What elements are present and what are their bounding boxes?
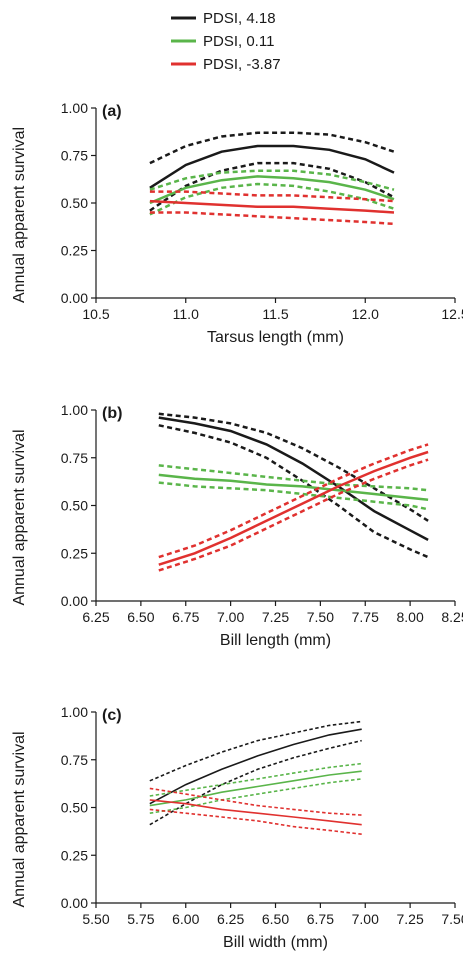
legend-label-0: PDSI, 4.18 (203, 10, 276, 27)
legend: PDSI, 4.18 PDSI, 0.11 PDSI, -3.87 (171, 10, 281, 73)
x-tick-label: 7.00 (217, 609, 244, 625)
series-1-lower-ci (149, 778, 362, 814)
x-tick-label: 7.25 (397, 911, 424, 927)
series-2-lower-ci (149, 211, 395, 226)
series-1-lower-ci (149, 182, 395, 216)
legend-label-2: PDSI, -3.87 (203, 56, 281, 73)
series-1-upper-ci (158, 464, 429, 492)
x-tick-label: 12.0 (352, 306, 379, 322)
x-tick-label: 7.00 (352, 911, 379, 927)
y-tick-label: 0.00 (61, 593, 88, 609)
series-2-upper-ci (158, 443, 429, 559)
x-tick-label: 12.5 (441, 306, 463, 322)
y-tick-label: 1.00 (61, 100, 88, 116)
legend-label-1: PDSI, 0.11 (203, 33, 274, 50)
series-1-upper-ci (149, 169, 395, 191)
series-2-lower-ci (158, 458, 429, 572)
series-2-mean-line (149, 199, 395, 214)
x-tick-label: 6.50 (127, 609, 154, 625)
y-tick-label: 0.50 (61, 195, 88, 211)
x-tick-label: 11.0 (173, 306, 199, 322)
y-tick-label: 0.25 (61, 847, 88, 863)
series-0-mean-line (149, 144, 395, 189)
panel-c: 0.00 0.25 0.50 0.75 1.00 5.50 5.75 6.00 6.25 6.50… (11, 704, 463, 951)
panel-label: (a) (102, 103, 122, 120)
x-tick-label: 5.50 (82, 911, 109, 927)
y-tick-label: 0.50 (61, 498, 88, 514)
series-0-lower-ci (149, 739, 362, 826)
series-1-mean-line (149, 770, 362, 807)
panel-b: 0.00 0.25 0.50 0.75 1.00 6.25 6.50 6.75 7.00 7.25… (11, 402, 463, 649)
panel-label: (b) (102, 405, 122, 422)
series-2-mean-line (149, 799, 362, 826)
x-tick-label: 6.50 (262, 911, 289, 927)
x-tick-label: 7.25 (262, 609, 289, 625)
series-2-mean-line (158, 450, 429, 566)
series-0-lower-ci (158, 424, 429, 559)
series-1-lower-ci (158, 481, 429, 511)
x-tick-label: 7.50 (441, 911, 463, 927)
x-axis-label: Bill width (mm) (223, 934, 328, 951)
y-tick-label: 0.25 (61, 545, 88, 561)
x-tick-label: 6.00 (172, 911, 199, 927)
series-0-upper-ci (149, 720, 362, 782)
y-axis-label: Annual apparent survival (11, 731, 28, 907)
series-2-lower-ci (149, 808, 362, 835)
series-0-mean-line (158, 416, 429, 542)
y-tick-label: 0.00 (61, 895, 88, 911)
x-tick-label: 10.5 (82, 306, 109, 322)
y-tick-label: 0.75 (61, 450, 88, 466)
series-1-upper-ci (149, 762, 362, 797)
y-tick-label: 0.75 (61, 752, 88, 768)
series-0-upper-ci (149, 131, 395, 165)
y-tick-label: 0.50 (61, 800, 88, 816)
panel-label: (c) (102, 707, 122, 724)
y-tick-label: 1.00 (61, 704, 88, 720)
x-axis-label: Bill length (mm) (220, 632, 331, 649)
y-axis-label: Annual apparent survival (11, 429, 28, 605)
y-tick-label: 0.25 (61, 243, 88, 259)
x-tick-label: 8.00 (397, 609, 424, 625)
x-tick-label: 8.25 (441, 609, 463, 625)
x-tick-label: 7.50 (307, 609, 334, 625)
panel-a: 0.00 0.25 0.50 0.75 1.00 10.5 11.0 11.5 12.0 12.5… (11, 100, 463, 346)
y-tick-label: 0.00 (61, 290, 88, 306)
series-2-upper-ci (149, 787, 362, 816)
x-tick-label: 6.75 (172, 609, 199, 625)
y-tick-label: 1.00 (61, 402, 88, 418)
y-tick-label: 0.75 (61, 148, 88, 164)
series-0-lower-ci (149, 161, 395, 212)
x-tick-label: 5.75 (127, 911, 154, 927)
series-0-mean-line (149, 728, 362, 805)
series-0-upper-ci (158, 412, 429, 522)
x-tick-label: 6.75 (307, 911, 334, 927)
x-axis-label: Tarsus length (mm) (207, 329, 344, 346)
y-axis-label: Annual apparent survival (11, 127, 28, 303)
x-tick-label: 7.75 (352, 609, 379, 625)
x-tick-label: 6.25 (82, 609, 109, 625)
x-tick-label: 6.25 (217, 911, 244, 927)
series-1-mean-line (149, 175, 395, 205)
series-1-mean-line (158, 473, 429, 502)
x-tick-label: 11.5 (262, 306, 288, 322)
